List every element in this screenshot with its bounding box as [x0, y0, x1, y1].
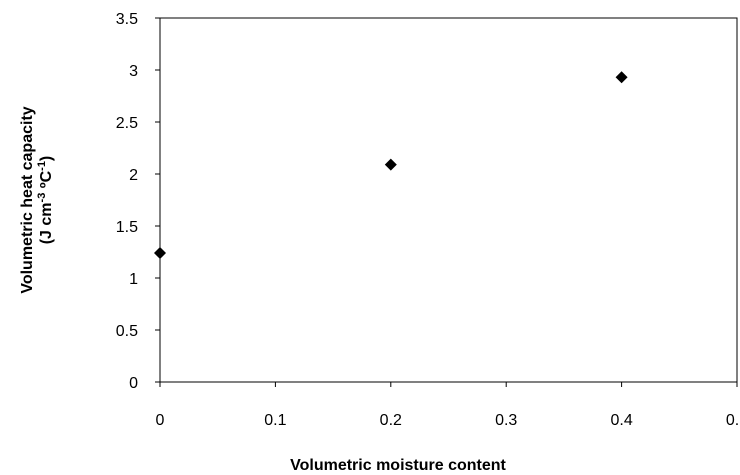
y-tick-label: 2 [129, 167, 138, 184]
x-tick-label: 0.2 [380, 412, 402, 429]
y-axis-title-line1: Volumetric heat capacity [19, 106, 36, 293]
y-tick-label: 2.5 [116, 115, 138, 132]
x-tick-label: 0 [156, 412, 165, 429]
y-axis-unit-superscript: -3 [36, 193, 48, 203]
y-tick-label: 0.5 [116, 323, 138, 340]
x-tick-label: 0.4 [610, 412, 632, 429]
data-point-diamond [154, 247, 166, 260]
y-axis-unit-part: ) [38, 156, 55, 161]
y-tick-label: 3 [129, 63, 138, 80]
y-axis-title-line2: (J cm-3 ºC-1) [36, 156, 55, 245]
y-tick-label: 1 [129, 271, 138, 288]
plot-area [159, 17, 738, 383]
y-axis-unit-part: ºC [38, 170, 55, 192]
data-point-diamond [384, 158, 397, 171]
x-tick-label: 0.3 [495, 412, 517, 429]
data-point-diamond [615, 71, 628, 84]
data-points [154, 71, 628, 260]
y-tick-label: 0 [129, 375, 138, 392]
x-axis-ticks: 0 0.1 0.2 0.3 0.4 0.5 [156, 382, 740, 429]
y-axis-ticks: 0 0.5 1 1.5 2 2.5 3 3.5 [116, 11, 160, 392]
y-axis-title: Volumetric heat capacity (J cm-3 ºC-1) [19, 106, 55, 293]
y-axis-unit-superscript: -1 [36, 161, 48, 171]
y-tick-label: 3.5 [116, 11, 138, 28]
y-axis-unit-part: (J cm [38, 202, 55, 244]
x-tick-label: 0.5 [726, 412, 740, 429]
x-axis-title: Volumetric moisture content [290, 457, 506, 474]
y-tick-label: 1.5 [116, 219, 138, 236]
x-tick-label: 0.1 [264, 412, 286, 429]
